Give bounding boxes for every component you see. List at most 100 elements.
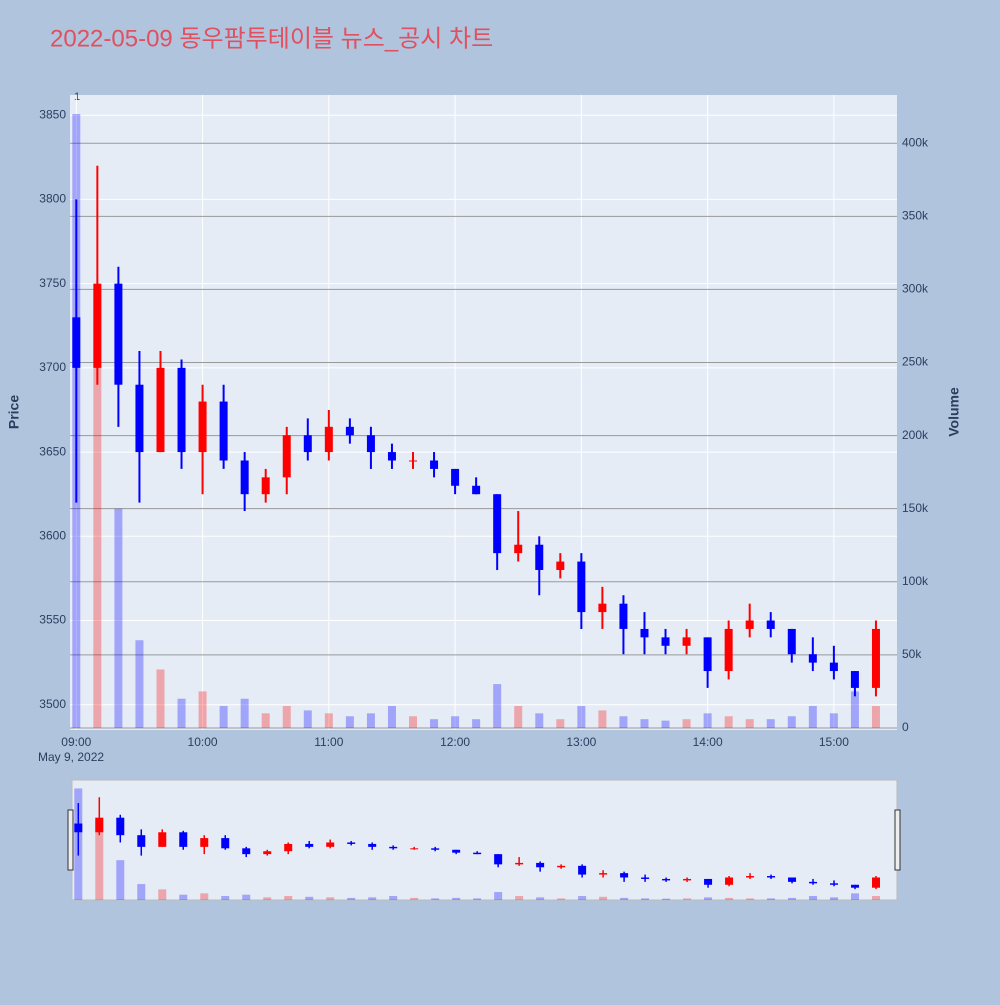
candle-body xyxy=(724,628,733,672)
candle-body xyxy=(387,452,396,461)
candle-body xyxy=(556,561,565,570)
mini-volume-bar xyxy=(452,897,461,900)
mini-candle-body xyxy=(284,843,293,852)
slider-handle[interactable] xyxy=(894,809,901,871)
volume-bar xyxy=(451,716,460,728)
candle-body xyxy=(114,283,123,385)
mini-candle-body xyxy=(725,877,734,885)
mini-volume-bar xyxy=(557,898,566,900)
y2-tick-label: 300k xyxy=(902,282,929,296)
mini-candle-body xyxy=(683,878,692,881)
volume-bar xyxy=(409,716,418,728)
mini-volume-bar xyxy=(242,894,251,900)
candle-body xyxy=(93,283,102,368)
candle-body xyxy=(198,401,207,453)
candle-body xyxy=(430,460,439,469)
mini-candle-body xyxy=(326,842,335,847)
mini-volume-bar xyxy=(578,896,587,900)
y-tick-label: 3800 xyxy=(39,192,66,206)
x-tick-label: 13:00 xyxy=(566,735,596,749)
mini-volume-bar xyxy=(725,897,734,900)
mini-candle-body xyxy=(746,876,755,878)
mini-volume-bar xyxy=(830,897,839,900)
candle-body xyxy=(493,494,502,554)
candle-body xyxy=(829,662,838,672)
volume-bar xyxy=(724,716,733,728)
candle-body xyxy=(871,628,880,688)
mini-candle-body xyxy=(74,823,83,833)
mini-candle-body xyxy=(305,843,314,847)
y2-tick-label: 150k xyxy=(902,501,929,515)
mini-volume-bar xyxy=(221,896,230,900)
y2-tick-label: 200k xyxy=(902,428,929,442)
candle-body xyxy=(303,435,312,453)
mini-volume-bar xyxy=(389,896,398,900)
mini-volume-bar xyxy=(284,896,293,900)
candle-body xyxy=(808,654,817,663)
mini-candle-body xyxy=(662,878,671,881)
volume-bar xyxy=(514,706,523,728)
mini-candle-body xyxy=(788,877,797,882)
volume-bar xyxy=(766,719,775,728)
y-axis-title: Price xyxy=(6,395,22,429)
volume-bar xyxy=(177,698,186,728)
candle-body xyxy=(135,384,144,453)
candle-body xyxy=(682,637,691,646)
mini-volume-bar xyxy=(683,898,692,900)
mini-candle-body xyxy=(515,862,524,865)
mini-volume-bar xyxy=(494,892,503,900)
mini-candle-body xyxy=(578,865,587,875)
volume-bar xyxy=(661,720,670,728)
volume-bar xyxy=(703,713,712,728)
volume-bar xyxy=(303,710,312,728)
mini-volume-bar xyxy=(158,889,167,900)
mini-volume-bar xyxy=(809,896,818,900)
volume-bar xyxy=(850,691,859,728)
candle-body xyxy=(514,544,523,554)
candle-body xyxy=(219,401,228,461)
y-tick-label: 3700 xyxy=(39,360,66,374)
mini-volume-bar xyxy=(872,896,881,900)
volume-bar xyxy=(871,706,880,728)
x-tick-label: 09:00 xyxy=(61,735,91,749)
mini-candle-body xyxy=(599,873,608,875)
candle-body xyxy=(156,367,165,453)
candle-body xyxy=(535,544,544,570)
y-tick-label: 3650 xyxy=(39,444,66,458)
mini-volume-bar xyxy=(116,860,125,900)
slider-handle[interactable] xyxy=(67,809,74,871)
y2-tick-label: 0 xyxy=(902,720,909,734)
mini-candle-body xyxy=(221,838,230,849)
candle-body xyxy=(745,620,754,629)
mini-volume-bar xyxy=(200,893,209,900)
candle-body xyxy=(345,426,354,436)
mini-candle-body xyxy=(389,846,398,849)
y2-tick-label: 400k xyxy=(902,135,929,149)
mini-volume-bar xyxy=(326,897,335,900)
volume-bar xyxy=(745,719,754,728)
mini-candle-body xyxy=(95,817,104,833)
mini-candle-body xyxy=(767,876,776,878)
mini-candle-body xyxy=(557,865,566,868)
candle-body xyxy=(850,671,859,688)
candle-body xyxy=(261,477,270,495)
mini-candle-body xyxy=(158,832,167,847)
y-tick-label: 3550 xyxy=(39,613,66,627)
mini-volume-bar xyxy=(473,898,482,900)
mini-volume-bar xyxy=(305,896,314,900)
mini-candle-body xyxy=(830,883,839,885)
volume-bar xyxy=(198,691,207,728)
chart-title: 2022-05-09 동우팜투테이블 뉴스_공시 차트 xyxy=(50,25,493,52)
mini-volume-bar xyxy=(410,897,419,900)
mini-volume-bar xyxy=(536,897,545,900)
volume-bar xyxy=(556,719,565,728)
mini-candle-body xyxy=(368,843,377,847)
mini-candle-body xyxy=(536,862,545,868)
candle-body xyxy=(324,426,333,453)
y2-tick-label: 350k xyxy=(902,209,929,223)
mini-candle-body xyxy=(263,851,272,855)
y2-axis-title: Volume xyxy=(946,387,962,437)
volume-bar xyxy=(366,713,375,728)
mini-volume-bar xyxy=(662,898,671,900)
